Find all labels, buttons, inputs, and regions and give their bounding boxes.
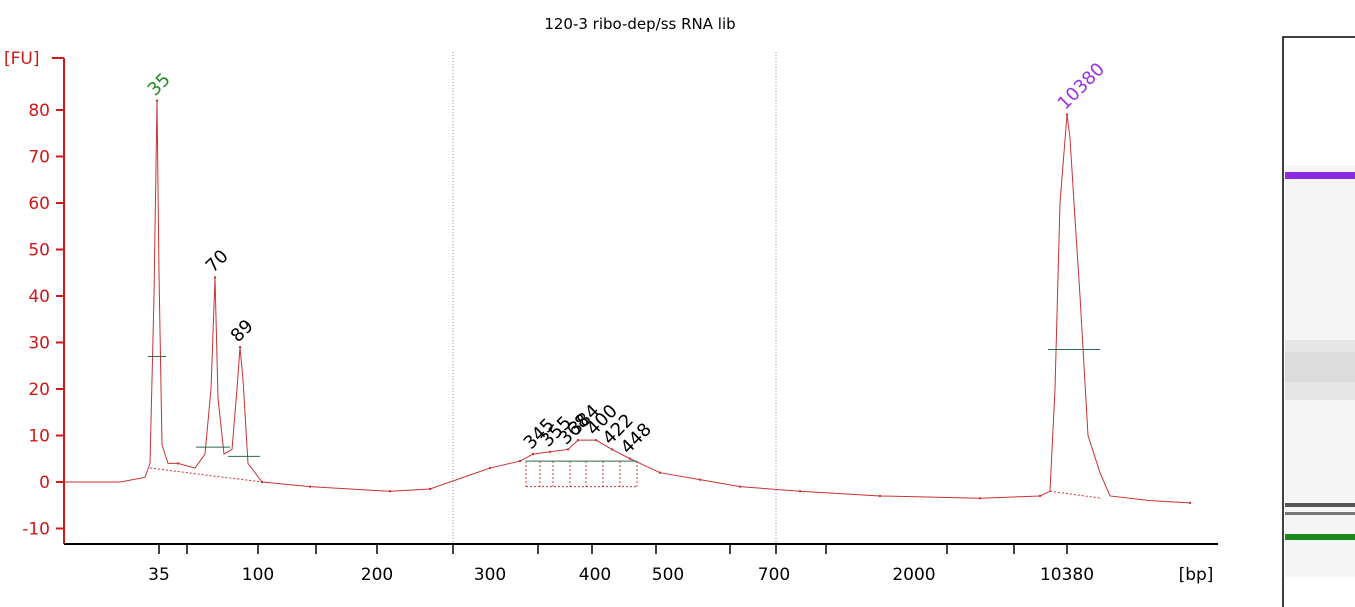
x-tick-label: 200 [361,565,393,585]
data-point [1038,494,1042,498]
x-tick-label: 2000 [892,565,935,585]
data-point [978,497,982,500]
data-point [594,438,598,442]
data-point [388,490,392,493]
data-point [488,466,492,470]
data-point [878,494,882,498]
x-tick-label: 700 [758,565,790,585]
chart-title: 120-3 ribo-dep/ss RNA lib [544,15,735,33]
y-tick-label: 10 [28,427,50,447]
peak-baseline [1049,490,1103,499]
data-point [1065,113,1069,116]
data-point [576,438,580,442]
gel-image [1282,36,1355,607]
data-point [610,448,614,451]
data-point [428,487,432,491]
data-point [176,462,180,465]
y-axis-label: [FU] [4,49,40,69]
y-tick-label: -10 [22,520,50,540]
data-point [698,478,702,481]
x-tick-label: 10380 [1040,565,1094,585]
peak-label: 10380 [1054,59,1109,114]
series-trace [64,100,1191,504]
gel-upper-marker-band [1285,172,1355,179]
y-tick-label: 80 [28,101,50,121]
x-tick-label: 500 [652,565,684,585]
gel-lower-marker-band [1285,534,1355,540]
data-point [213,276,217,279]
data-point [548,450,552,453]
y-tick-label: 40 [28,287,50,307]
peak-label: 70 [202,246,233,277]
y-tick-label: 70 [28,148,50,168]
peak-baseline [149,467,263,483]
data-point [518,459,522,463]
data-point [531,452,535,456]
data-point [628,457,632,460]
x-tick-label: 300 [474,565,506,585]
y-tick-label: 30 [28,334,50,354]
data-point [1188,501,1192,505]
data-point [658,471,662,474]
data-point [566,448,570,451]
data-point [308,485,312,488]
y-tick-label: 0 [39,473,50,493]
data-point [238,345,242,349]
x-tick-label: 35 [148,565,170,585]
data-point [738,485,742,488]
x-tick-label: 400 [579,565,611,585]
y-tick-label: 20 [28,380,50,400]
y-tick-label: 50 [28,241,50,261]
peak-label: 35 [144,69,175,100]
peak-label: 89 [227,316,258,347]
x-tick-label: 100 [242,565,274,585]
data-point [798,490,802,493]
y-tick-label: 60 [28,194,50,214]
x-axis-label: [bp] [1179,565,1214,585]
data-point [155,99,159,102]
